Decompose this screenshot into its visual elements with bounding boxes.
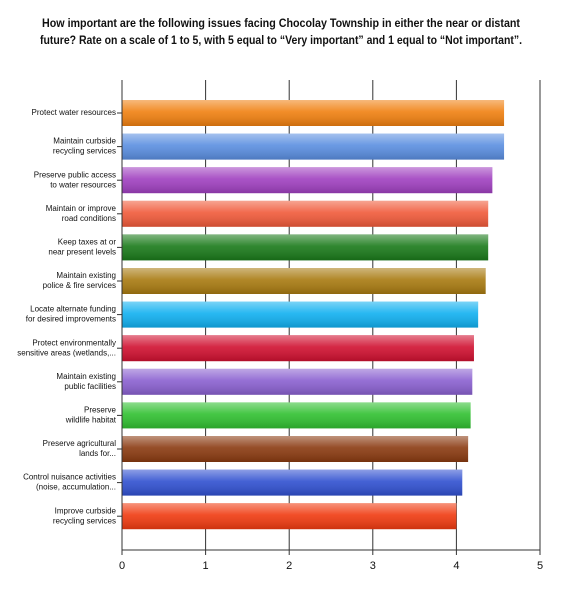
y-tick-label: Keep taxes at or [58, 238, 117, 247]
y-tick-label: Maintain curbside [53, 137, 116, 146]
y-tick-label: police & fire services [43, 281, 116, 290]
y-tick-label: to water resources [50, 180, 116, 189]
y-tick-label: Protect water resources [32, 108, 116, 117]
y-tick-label: Maintain existing [56, 271, 116, 280]
y-tick-label: Maintain existing [56, 372, 116, 381]
y-tick-label: sensitive areas (wetlands,... [17, 348, 116, 357]
x-tick-label: 0 [119, 560, 125, 572]
y-tick-label: for desired improvements [26, 315, 116, 324]
bar-shine [122, 268, 486, 294]
x-tick-label: 1 [203, 560, 209, 572]
bar-shine [122, 234, 489, 261]
x-tick-label: 4 [453, 560, 459, 572]
y-tick-label: lands for... [79, 449, 116, 458]
y-tick-label: (noise, accumulation... [36, 483, 116, 492]
y-tick-label: Protect environmentally [32, 338, 116, 347]
y-tick-label: Control nuisance activities [23, 473, 116, 482]
bar-shine [122, 200, 489, 227]
bar-shine [122, 436, 469, 462]
y-tick-label: recycling services [53, 516, 116, 525]
y-tick-label: Preserve public access [34, 170, 116, 179]
bar-shine [122, 335, 474, 362]
y-tick-label: Locate alternate funding [30, 305, 116, 314]
y-tick-label: Preserve agricultural [43, 439, 117, 448]
bar-shine [122, 167, 493, 194]
x-tick-label: 2 [286, 560, 292, 572]
bar-shine [122, 503, 457, 530]
bar-shine [122, 301, 479, 328]
y-tick-label: Improve curbside [55, 506, 117, 515]
y-tick-label: Preserve [84, 406, 117, 415]
chart-title: How important are the following issues f… [42, 16, 520, 30]
x-tick-label: 3 [370, 560, 376, 572]
y-tick-label: recycling services [53, 147, 116, 156]
y-tick-label: Maintain or improve [46, 204, 117, 213]
y-tick-label: road conditions [62, 214, 116, 223]
y-tick-label: wildlife habitat [65, 416, 117, 425]
bar-shine [122, 402, 471, 429]
chart-title: future? Rate on a scale of 1 to 5, with … [40, 33, 522, 47]
bar-shine [122, 469, 463, 496]
y-tick-label: near present levels [48, 248, 116, 257]
bar-shine [122, 133, 505, 160]
y-tick-label: public facilities [64, 382, 116, 391]
bar-shine [122, 100, 505, 126]
x-tick-label: 5 [537, 560, 543, 572]
bar-shine [122, 368, 473, 395]
